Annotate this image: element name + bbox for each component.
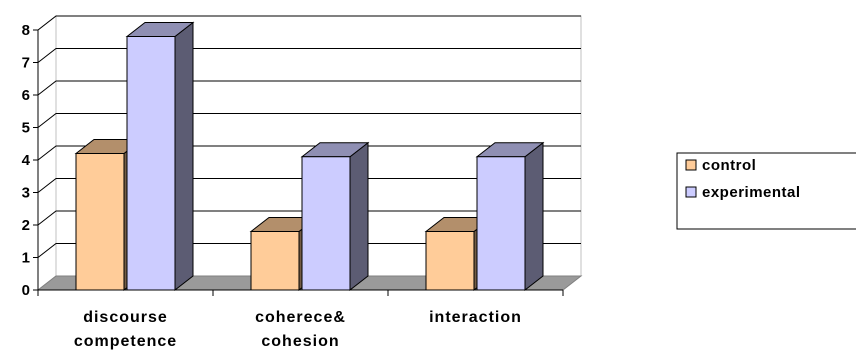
gridline: [37, 48, 581, 63]
bar-control: [75, 153, 125, 291]
y-tick-label: 0: [22, 282, 30, 299]
bar-experimental-side: [174, 21, 194, 292]
bar-experimental: [476, 156, 526, 291]
gridline: [37, 15, 581, 31]
gridline: [37, 145, 581, 161]
bar-experimental: [126, 36, 176, 291]
legend-label: control: [702, 157, 756, 174]
legend-swatch-control: [685, 159, 697, 171]
gridline: [37, 178, 581, 193]
bar-experimental-side: [524, 141, 544, 292]
y-tick-label: 8: [22, 22, 30, 39]
y-tick-label: 2: [22, 217, 30, 234]
x-tick-label: discourse: [83, 309, 168, 326]
gridline: [37, 210, 581, 226]
x-tick-label: coherece&: [255, 309, 346, 326]
bar-experimental-side: [349, 141, 369, 292]
bar-experimental: [301, 156, 351, 291]
y-tick-label: 3: [22, 185, 30, 202]
y-tick-label: 6: [22, 87, 30, 104]
legend-label: experimental: [702, 184, 801, 201]
bar-control: [250, 231, 300, 291]
y-tick-label: 7: [22, 55, 30, 72]
x-tick-label: interaction: [429, 309, 522, 326]
y-tick-label: 1: [22, 250, 30, 267]
gridline: [37, 243, 581, 258]
x-tick-label: cohesion: [261, 333, 339, 350]
legend-swatch-experimental: [685, 186, 697, 198]
bar-control: [425, 231, 475, 291]
x-tick-label: competence: [74, 333, 177, 350]
gridline: [37, 80, 581, 96]
gridline: [37, 113, 581, 128]
y-tick-label: 4: [22, 152, 31, 169]
y-tick-label: 5: [22, 120, 30, 137]
legend-box: [676, 152, 856, 230]
